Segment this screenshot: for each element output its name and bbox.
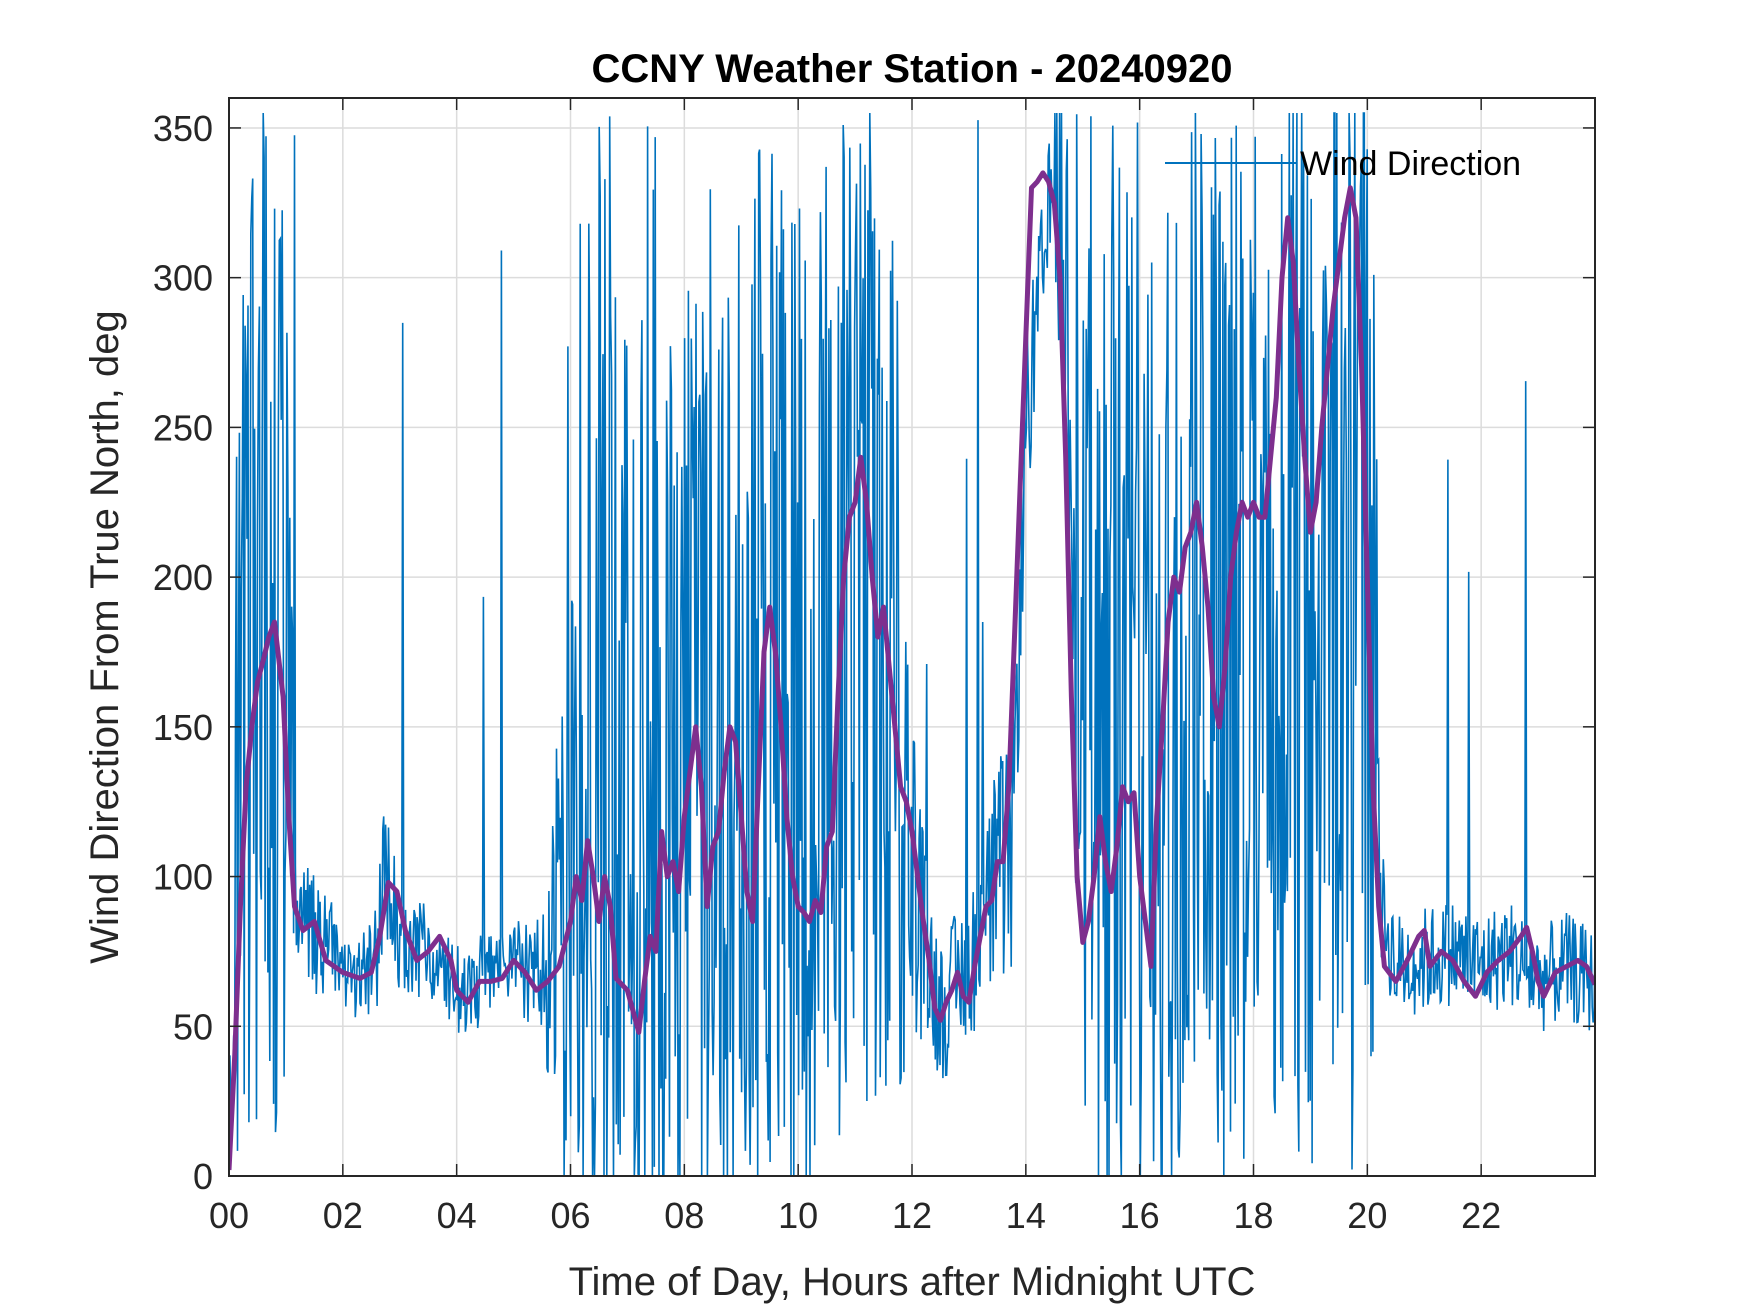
y-tick-label: 250 [153,407,213,448]
x-tick-label: 18 [1233,1195,1273,1236]
x-tick-label: 10 [778,1195,818,1236]
series-wind-direction-line [229,112,1595,1176]
x-tick-label: 06 [550,1195,590,1236]
axis-ticks [228,98,1595,1177]
y-axis-label: Wind Direction From True North, deg [83,310,127,964]
y-tick-labels: 0 50 100 150 200 250 300 350 [153,108,213,1197]
x-axis-label: Time of Day, Hours after Midnight UTC [569,1260,1256,1304]
series-smoothed-line [229,170,1595,1171]
legend: Wind Direction [1165,145,1521,183]
legend-label-wind-direction: Wind Direction [1300,145,1521,183]
chart-title: CCNY Weather Station - 20240920 [592,47,1233,91]
y-tick-label: 350 [153,108,213,149]
x-tick-label: 14 [1006,1195,1046,1236]
x-tick-labels: 00 02 04 06 08 10 12 14 16 18 20 22 [209,1195,1501,1236]
x-tick-label: 02 [323,1195,363,1236]
x-tick-label: 00 [209,1195,249,1236]
series-wind-direction [229,112,1595,1176]
x-tick-label: 04 [437,1195,477,1236]
x-tick-label: 22 [1461,1195,1501,1236]
y-tick-label: 150 [153,707,213,748]
x-tick-label: 16 [1120,1195,1160,1236]
y-tick-label: 100 [153,857,213,898]
series-smoothed [229,170,1595,1171]
y-tick-label: 300 [153,258,213,299]
y-tick-label: 50 [173,1006,213,1047]
y-tick-label: 200 [153,557,213,598]
y-tick-label: 0 [193,1156,213,1197]
x-tick-label: 20 [1347,1195,1387,1236]
x-tick-label: 08 [664,1195,704,1236]
x-tick-label: 12 [892,1195,932,1236]
